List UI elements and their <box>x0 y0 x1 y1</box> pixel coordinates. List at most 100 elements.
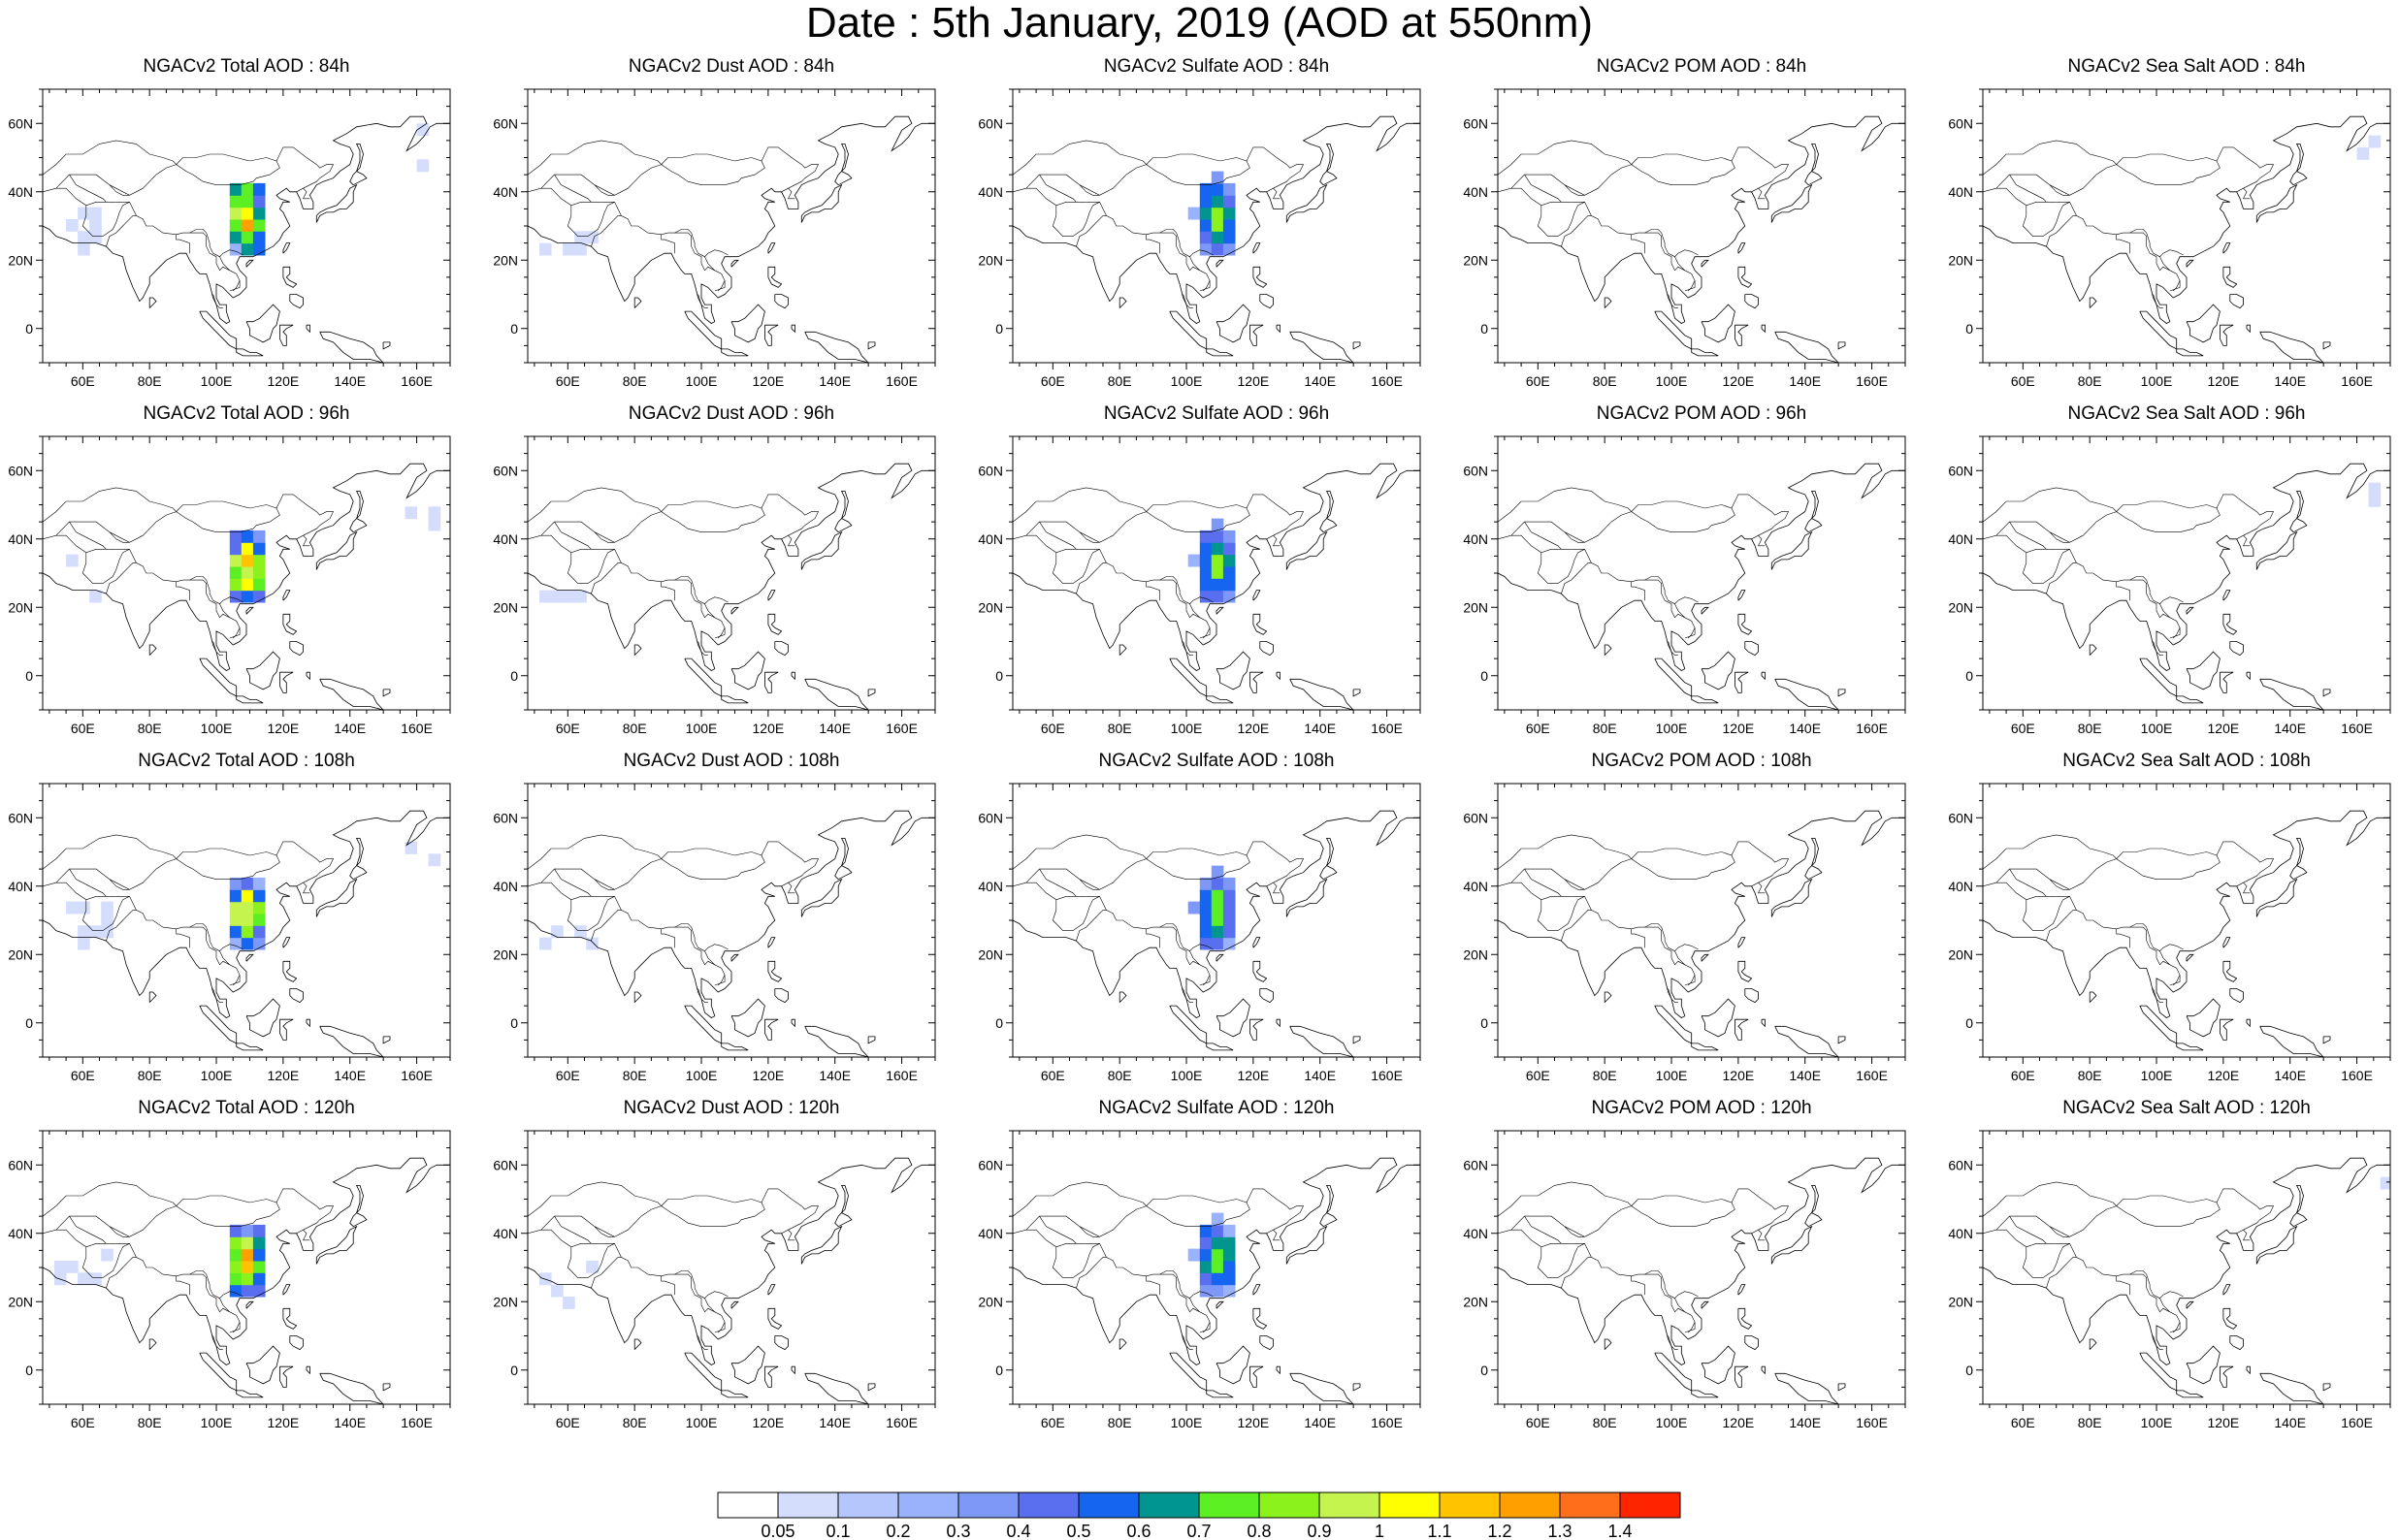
aod-field <box>539 1260 599 1309</box>
country-borders <box>1498 140 1789 308</box>
lat-tick-label: 60N <box>8 1157 33 1172</box>
colorbar-swatch <box>1378 1492 1441 1519</box>
lon-tick-label: 160E <box>401 373 433 389</box>
lon-tick-label: 140E <box>334 1068 366 1083</box>
lon-tick-label: 60E <box>71 721 95 736</box>
lon-tick-label: 120E <box>1238 373 1270 389</box>
lon-tick-label: 160E <box>1856 373 1888 389</box>
lat-tick-label: 60N <box>1463 115 1488 131</box>
coastlines <box>1498 810 1905 1057</box>
map-panel: NGACv2 POM AOD : 96h 60E 80E 100E 120E 140E 16… <box>1459 403 1944 751</box>
lon-tick-label: 80E <box>1108 721 1132 736</box>
country-borders <box>528 1181 819 1350</box>
map-plot: 60E 80E 100E 120E 140E 160E 60N 40N 20N 0 <box>8 435 451 736</box>
coastlines <box>43 463 450 710</box>
lat-tick-label: 40N <box>8 184 33 200</box>
country-borders <box>43 487 334 656</box>
coastlines <box>528 810 935 1057</box>
lon-tick-label: 100E <box>1656 1415 1688 1430</box>
colorbar-label: 0.2 <box>886 1522 910 1540</box>
lon-tick-label: 80E <box>2078 373 2102 389</box>
lat-tick-label: 60N <box>8 463 33 478</box>
lat-tick-label: 40N <box>978 531 1003 547</box>
coastlines <box>528 1157 935 1404</box>
colorbar-label: 0.05 <box>761 1522 794 1540</box>
lon-tick-label: 60E <box>2011 721 2035 736</box>
lat-tick-label: 20N <box>493 1294 518 1309</box>
axis-ticks <box>1491 1130 1906 1411</box>
map-panel: NGACv2 Total AOD : 120h 60E 80E 100E 120E 140… <box>4 1098 489 1445</box>
lon-tick-label: 80E <box>2078 1068 2102 1083</box>
lon-tick-label: 160E <box>886 373 918 389</box>
lat-tick-label: 0 <box>25 1363 33 1378</box>
colorbar-swatch <box>777 1492 839 1519</box>
axis-ticks <box>521 88 936 369</box>
map-panel: NGACv2 Dust AOD : 96h 60E 80E 100E 120E 140E 1… <box>489 403 974 751</box>
map-panel: NGACv2 Sea Salt AOD : 96h 60E 80E 100E 120E 1… <box>1944 403 2399 751</box>
coastlines <box>1013 1157 1420 1404</box>
lon-tick-label: 60E <box>1526 1068 1550 1083</box>
lat-tick-label: 20N <box>1948 599 1973 615</box>
lon-tick-label: 120E <box>1723 1068 1755 1083</box>
panel-title: NGACv2 Total AOD : 96h <box>143 403 350 424</box>
lat-tick-label: 20N <box>1948 946 1973 962</box>
lat-tick-label: 0 <box>25 321 33 337</box>
lon-tick-label: 140E <box>2274 721 2306 736</box>
lon-tick-label: 80E <box>138 1068 162 1083</box>
aod-field <box>2380 1176 2390 1190</box>
lon-tick-label: 60E <box>1041 1415 1065 1430</box>
lat-tick-label: 40N <box>1948 531 1973 547</box>
axis-ticks <box>1976 88 2391 369</box>
map-plot: 60E 80E 100E 120E 140E 160E 60N 40N 20N 0 <box>1948 435 2391 736</box>
map-panel: NGACv2 Sulfate AOD : 120h 60E 80E 100E 120E 1… <box>974 1098 1459 1445</box>
lat-tick-label: 20N <box>8 599 33 615</box>
lat-tick-label: 0 <box>510 321 518 337</box>
lat-tick-label: 60N <box>1463 1157 1488 1172</box>
axis-ticks <box>36 88 451 369</box>
panel-title: NGACv2 Sea Salt AOD : 120h <box>2062 1098 2311 1118</box>
lon-tick-label: 80E <box>138 721 162 736</box>
colorbar-label: 1.2 <box>1487 1522 1511 1540</box>
lon-tick-label: 120E <box>268 1068 300 1083</box>
lon-tick-label: 80E <box>2078 1415 2102 1430</box>
map-panel: NGACv2 POM AOD : 108h 60E 80E 100E 120E 140E 1… <box>1459 751 1944 1098</box>
panel-title: NGACv2 Sea Salt AOD : 108h <box>2062 751 2311 771</box>
lat-tick-label: 0 <box>510 668 518 684</box>
lon-tick-label: 80E <box>623 1068 647 1083</box>
lon-tick-label: 60E <box>2011 373 2035 389</box>
lon-tick-label: 100E <box>201 373 233 389</box>
axis-ticks <box>1976 783 2391 1064</box>
lon-tick-label: 100E <box>2141 721 2173 736</box>
lon-tick-label: 160E <box>1856 1068 1888 1083</box>
lon-tick-label: 80E <box>1108 373 1132 389</box>
lat-tick-label: 0 <box>1965 1015 1973 1031</box>
lat-tick-label: 60N <box>978 463 1003 478</box>
lon-tick-label: 100E <box>2141 1415 2173 1430</box>
lat-tick-label: 60N <box>978 1157 1003 1172</box>
colorbar-swatch <box>1018 1492 1080 1519</box>
lon-tick-label: 160E <box>1371 1415 1403 1430</box>
country-borders <box>1983 487 2274 656</box>
lon-tick-label: 120E <box>753 1068 785 1083</box>
lon-tick-label: 120E <box>268 1415 300 1430</box>
lon-tick-label: 160E <box>1856 1415 1888 1430</box>
panel-title: NGACv2 Sulfate AOD : 84h <box>1103 56 1330 77</box>
map-plot: 60E 80E 100E 120E 140E 160E 60N 40N 20N 0 <box>1948 1130 2391 1430</box>
lat-tick-label: 60N <box>978 810 1003 825</box>
map-panel: NGACv2 Dust AOD : 108h 60E 80E 100E 120E 140E… <box>489 751 974 1098</box>
lon-tick-label: 140E <box>1789 721 1821 736</box>
map-panel: NGACv2 Dust AOD : 120h 60E 80E 100E 120E 140E… <box>489 1098 974 1445</box>
lat-tick-label: 60N <box>1948 1157 1973 1172</box>
map-plot: 60E 80E 100E 120E 140E 160E 60N 40N 20N 0 <box>1463 783 1906 1083</box>
colorbar-swatch <box>1138 1492 1200 1519</box>
panel-title: NGACv2 Total AOD : 84h <box>143 56 350 77</box>
axis-ticks <box>1491 435 1906 717</box>
colorbar-label: 0.3 <box>946 1522 970 1540</box>
axis-ticks <box>36 435 451 717</box>
country-borders <box>1983 834 2274 1003</box>
lon-tick-label: 80E <box>2078 721 2102 736</box>
lat-tick-label: 20N <box>493 946 518 962</box>
lat-tick-label: 0 <box>510 1015 518 1031</box>
colorbar-label: 0.5 <box>1066 1522 1090 1540</box>
panel-title: NGACv2 Sulfate AOD : 96h <box>1103 403 1330 424</box>
